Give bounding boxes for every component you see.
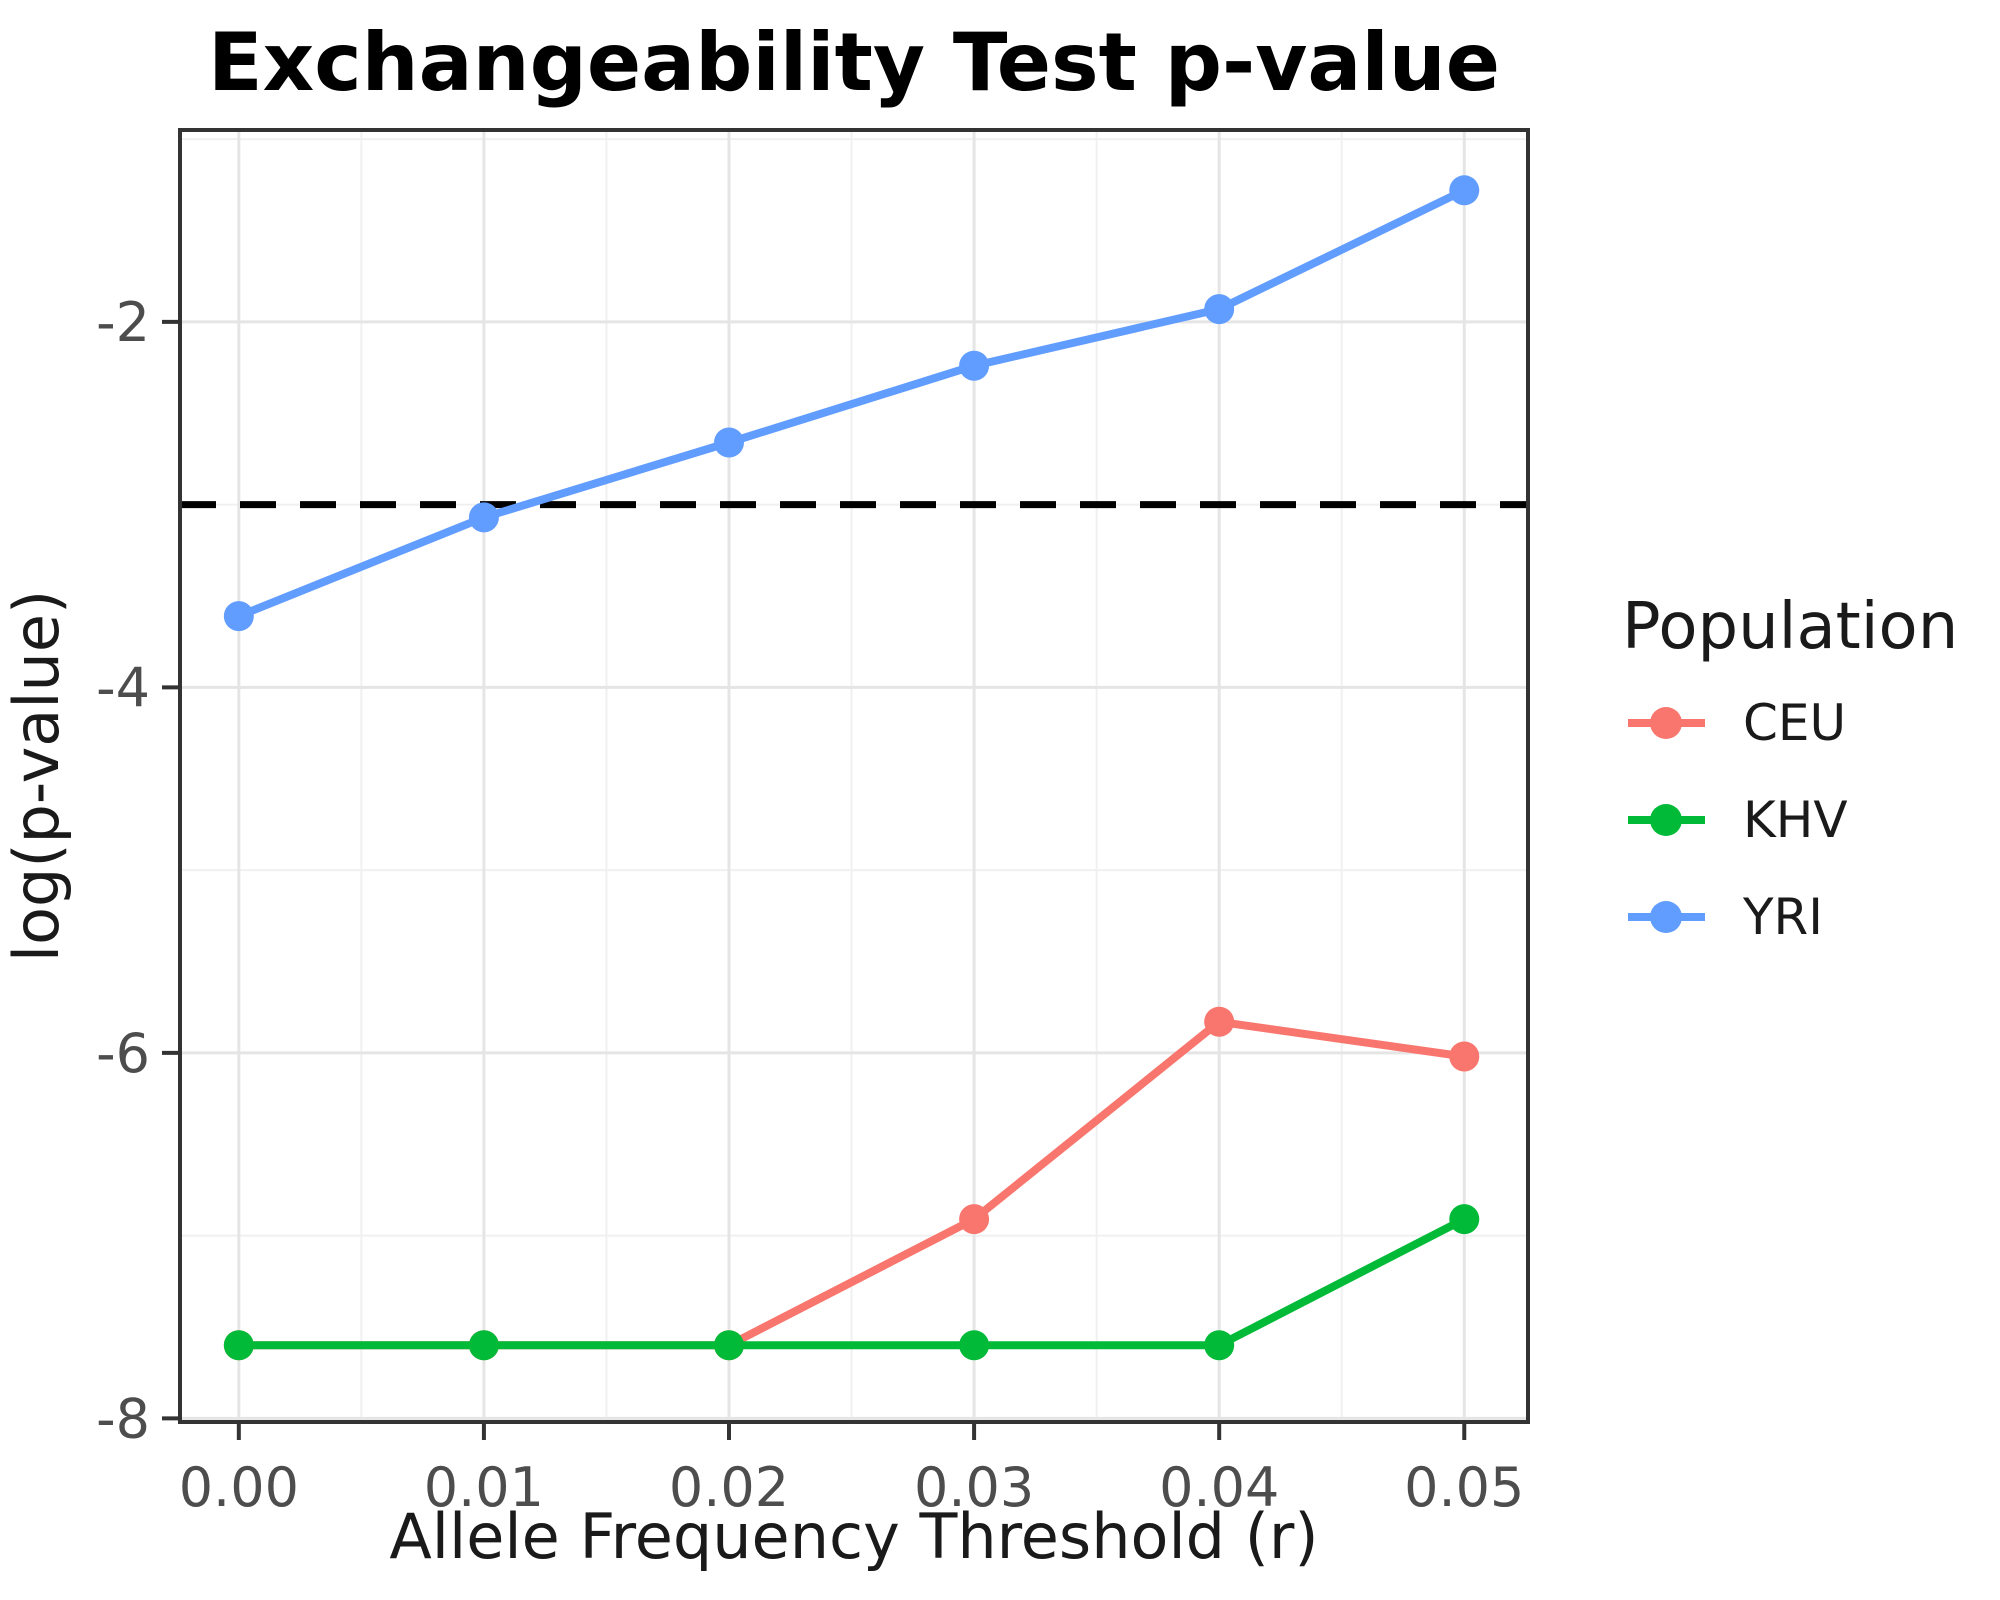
panel-background (180, 130, 1528, 1422)
legend-key-point-ceu (1650, 707, 1682, 739)
series-line-khv (234, 1215, 1469, 1350)
x-tick-label: 0.00 (179, 1456, 299, 1519)
panel-border (178, 128, 1530, 1424)
x-tick-label: 0.05 (1404, 1456, 1524, 1519)
x-tick-label: 0.02 (669, 1456, 789, 1519)
data-point-yri (223, 601, 254, 632)
data-point-ceu (959, 1204, 990, 1235)
data-point-yri (959, 350, 990, 381)
y-axis-title: log(p-value) (0, 590, 73, 962)
data-point-khv (959, 1330, 990, 1361)
x-tick-label: 0.04 (1159, 1456, 1279, 1519)
legend-item-yri[interactable]: YRI (1628, 888, 1823, 946)
legend-label-yri: YRI (1742, 888, 1823, 946)
legend-label-khv: KHV (1743, 791, 1848, 849)
data-point-khv (1449, 1204, 1480, 1235)
plot-panel (180, 130, 1528, 1422)
y-tick-label: -6 (96, 1022, 150, 1085)
panel-border-layer (178, 128, 1530, 1424)
data-point-khv (1204, 1330, 1235, 1361)
y-tick-label: -8 (96, 1387, 150, 1450)
data-point-yri (1204, 294, 1235, 325)
series-layer (223, 175, 1480, 1361)
data-point-khv (714, 1330, 745, 1361)
series-line-yri (234, 186, 1469, 621)
x-axis-title: Allele Frequency Threshold (r) (389, 1500, 1318, 1573)
legend-label-ceu: CEU (1743, 694, 1846, 752)
axis-ticks-layer: 0.00 0.01 0.02 0.03 0.04 0.05 -2 -4 -6 -8 (96, 291, 1524, 1519)
y-tick-label: -2 (96, 291, 150, 354)
y-tick-label: -4 (96, 656, 150, 719)
legend: Population CEU KHV YRI (1622, 590, 1958, 946)
data-point-yri (1449, 175, 1480, 206)
legend-item-ceu[interactable]: CEU (1628, 694, 1846, 752)
data-point-khv (223, 1330, 254, 1361)
data-point-yri (468, 502, 499, 533)
data-point-khv (468, 1330, 499, 1361)
gridlines (180, 130, 1528, 1422)
legend-key-point-khv (1650, 804, 1682, 836)
x-tick-label: 0.03 (914, 1456, 1034, 1519)
x-tick-label: 0.01 (424, 1456, 544, 1519)
data-point-ceu (1449, 1041, 1480, 1072)
data-point-ceu (1204, 1006, 1235, 1037)
legend-item-khv[interactable]: KHV (1628, 791, 1848, 849)
legend-title: Population (1622, 590, 1958, 664)
legend-key-point-yri (1650, 901, 1682, 933)
data-point-yri (714, 427, 745, 458)
plot-title: Exchangeability Test p-value (208, 16, 1500, 109)
